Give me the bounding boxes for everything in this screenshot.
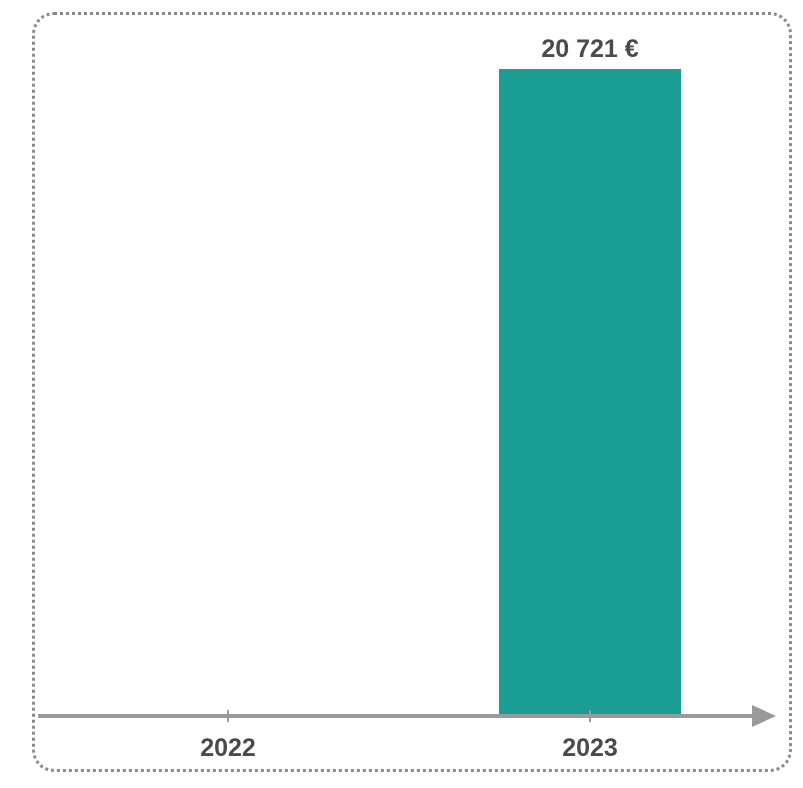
x-tick-label-2023: 2023: [562, 734, 618, 762]
x-tick-label-2022: 2022: [200, 734, 256, 762]
bar-2023: [499, 69, 681, 716]
data-label-2023: 20 721 €: [541, 35, 638, 63]
labels-layer: 2022 20 721 € 2023: [200, 35, 639, 762]
x-axis: [38, 705, 776, 727]
x-axis-arrow-icon: [752, 705, 776, 727]
bars-layer: [499, 69, 681, 716]
